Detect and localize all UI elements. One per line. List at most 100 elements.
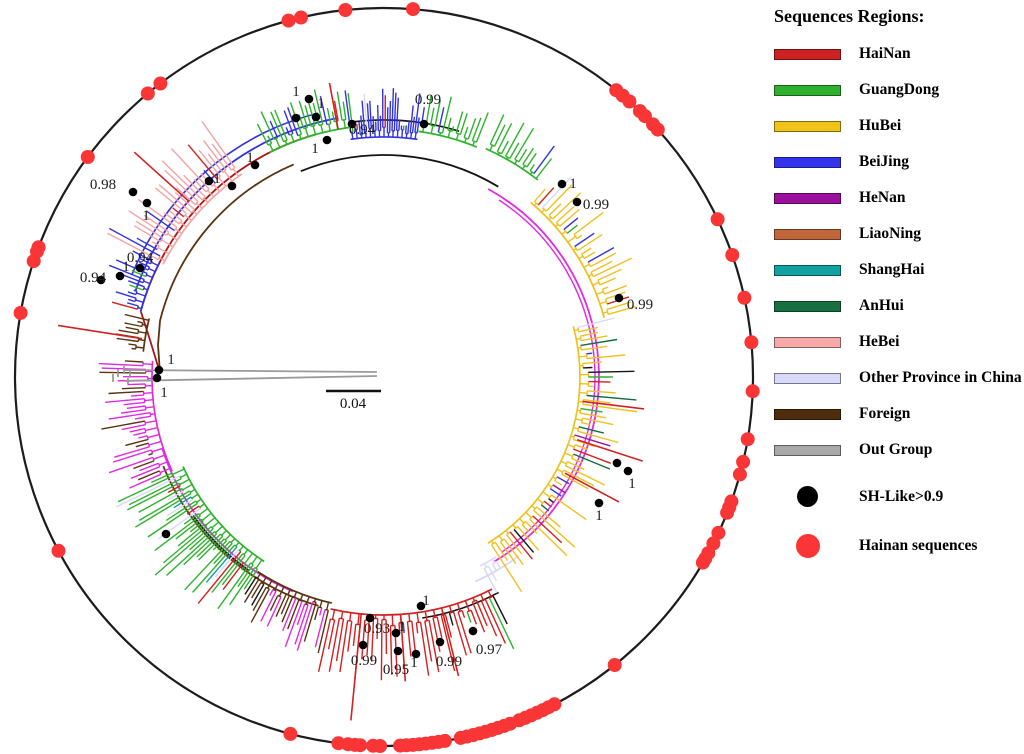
hainan-dot — [622, 94, 637, 109]
legend-item-label: Foreign — [859, 405, 911, 422]
legend-color-swatch — [774, 300, 841, 312]
hainan-dot — [406, 2, 420, 17]
legend-color-swatch — [774, 48, 841, 60]
support-value: 0.99 — [415, 92, 441, 108]
support-value: 1 — [595, 508, 603, 524]
legend-color-swatch — [774, 372, 841, 384]
legend-markers: SH-Like>0.9 Hainan sequences — [774, 486, 1022, 558]
sh-like-dot — [204, 176, 214, 186]
hainan-dot — [744, 335, 759, 350]
legend-item-label: HeNan — [859, 189, 906, 206]
legend-marker-hainan: Hainan sequences — [774, 534, 1022, 558]
support-value: 0.94 — [127, 250, 154, 266]
legend-item-label: LiaoNing — [859, 225, 922, 242]
legend-item-beijing: BeiJing — [774, 153, 1022, 171]
scale-bar: 0.04 — [326, 389, 381, 412]
legend-color-swatch — [774, 192, 841, 204]
legend-item-hubei: HuBei — [774, 117, 1022, 135]
red-dot-icon — [795, 534, 820, 558]
sh-like-dot — [154, 365, 164, 375]
legend-item-label: HuBei — [859, 117, 902, 134]
support-value: 1 — [317, 96, 325, 112]
support-value: 1 — [628, 476, 636, 492]
sh-like-dot — [623, 466, 633, 476]
legend-item-guangdong: GuangDong — [774, 81, 1022, 99]
support-value: 0.99 — [583, 197, 609, 213]
sh-like-dot — [161, 529, 171, 539]
sh-like-dot — [227, 181, 237, 191]
hainan-dot — [453, 730, 468, 745]
legend-item-label: ShangHai — [859, 261, 925, 278]
sh-like-dot — [614, 293, 624, 303]
legend-color-swatch — [774, 408, 841, 420]
hainan-dot — [650, 122, 665, 137]
hainan-dot — [331, 736, 346, 751]
support-value: 0.95 — [383, 662, 409, 678]
support-value: 0.94 — [349, 122, 376, 138]
sh-like-dot — [393, 646, 403, 656]
hainan-dot — [366, 738, 381, 753]
hainan-dot — [711, 525, 726, 540]
hainan-dot — [13, 305, 28, 320]
outgroup-branches — [112, 366, 378, 384]
hainan-dot — [736, 454, 751, 469]
legend-color-swatch — [774, 84, 841, 96]
support-values: 11 0.990.941110.9810.9410.941110.990.9911… — [80, 84, 653, 678]
legend-item-hainan: HaiNan — [774, 45, 1022, 63]
sh-like-dot — [557, 179, 567, 189]
support-value: 0.94 — [80, 270, 107, 286]
legend-items: HaiNan GuangDong HuBei BeiJing HeNan LiaoNing… — [774, 45, 1022, 459]
sh-like-dot — [311, 112, 321, 122]
root-trunks — [140, 311, 161, 374]
legend-item-label: HaiNan — [859, 45, 911, 62]
legend-color-swatch — [774, 336, 841, 348]
sh-like-dot — [304, 94, 314, 104]
support-value: 1 — [410, 655, 418, 671]
legend-item-other-province-in-china: Other Province in China — [774, 369, 1022, 387]
sh-like-dot — [594, 498, 604, 508]
legend-item-liaoning: LiaoNing — [774, 225, 1022, 243]
hainan-dot — [31, 240, 46, 255]
legend-item-label: AnHui — [859, 297, 904, 314]
legend-marker-label: SH-Like>0.9 — [859, 487, 944, 505]
legend-color-swatch — [774, 444, 841, 456]
legend-item-foreign: Foreign — [774, 405, 1022, 423]
sh-like-dot — [142, 198, 152, 208]
legend-color-swatch — [774, 156, 841, 168]
sh-like-dot — [291, 113, 301, 123]
hainan-dot — [393, 738, 408, 753]
sh-like-node-dots — [96, 94, 633, 659]
sh-like-dot — [250, 160, 260, 170]
legend-dot-cell — [774, 534, 841, 558]
hainan-dot — [720, 505, 735, 520]
support-value: 1 — [422, 593, 430, 609]
sh-like-dot — [416, 601, 426, 611]
hainan-dot — [140, 86, 155, 101]
support-value: 1 — [122, 259, 130, 275]
legend-item-label: HeBei — [859, 333, 900, 350]
support-value: 0.99 — [436, 654, 462, 670]
sh-like-dot — [391, 628, 401, 638]
hainan-dot — [153, 76, 168, 91]
sh-like-dot — [135, 263, 145, 273]
sh-like-dot — [322, 135, 332, 145]
legend-title: Sequences Regions: — [774, 6, 925, 26]
legend-color-swatch — [774, 264, 841, 276]
sh-like-dot — [152, 373, 162, 383]
legend-color-swatch — [774, 120, 841, 132]
hainan-dot — [607, 658, 622, 672]
hainan-dot — [695, 555, 710, 570]
support-value: 1 — [142, 208, 150, 224]
support-value: 1 — [160, 385, 168, 401]
long-tips — [57, 82, 645, 721]
black-dot-icon — [797, 486, 818, 507]
sh-like-dot — [96, 275, 106, 285]
hainan-dot — [710, 212, 725, 227]
hainan-dot — [732, 467, 747, 482]
legend-item-shanghai: ShangHai — [774, 261, 1022, 279]
legend-marker-sh-like: SH-Like>0.9 — [774, 486, 1022, 507]
hainan-dot — [745, 384, 760, 399]
legend-dot-cell — [774, 486, 841, 507]
legend-color-swatch — [774, 228, 841, 240]
